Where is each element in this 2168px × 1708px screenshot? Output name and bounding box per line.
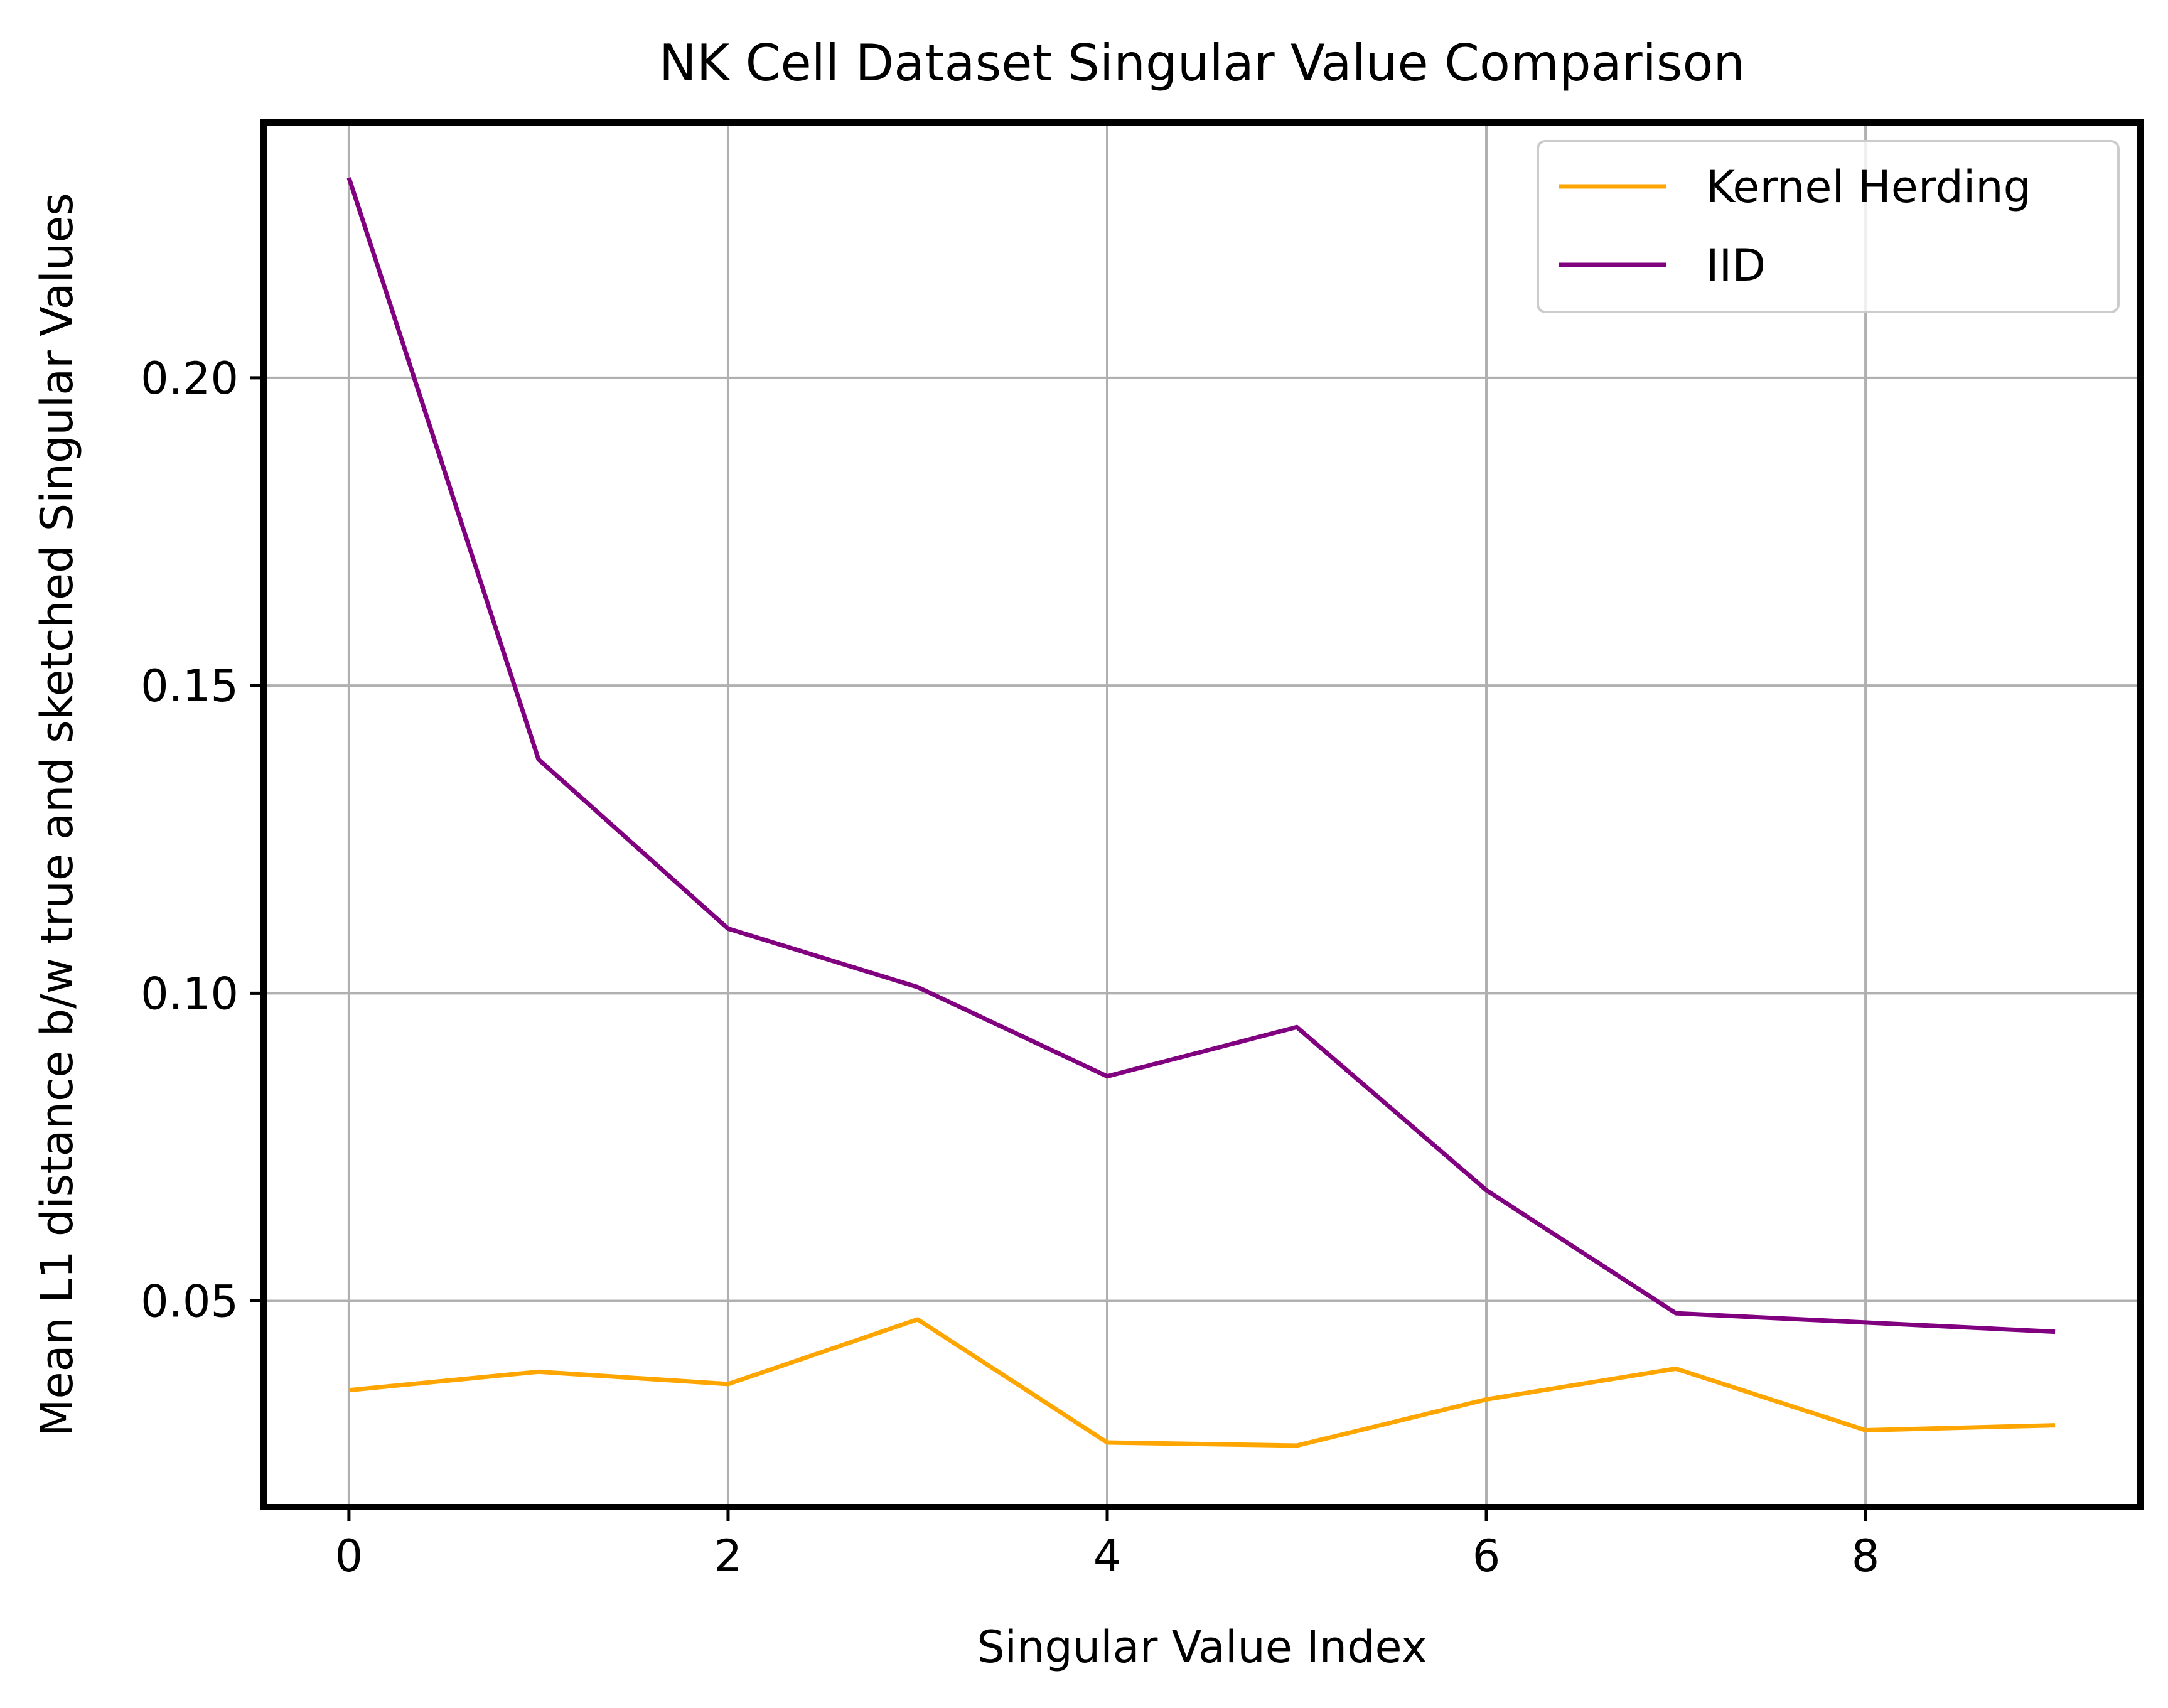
legend: Kernel Herding IID [1538,141,2118,312]
y-axis-label: Mean L1 distance b/w true and sketched S… [31,193,83,1437]
x-tick-label: 8 [1852,1530,1880,1582]
y-tick-label: 0.10 [141,968,239,1019]
y-tick-label: 0.05 [141,1276,239,1328]
x-tick-label: 0 [335,1530,363,1582]
x-tick-label: 4 [1093,1530,1122,1582]
y-tick-label: 0.15 [141,660,239,712]
legend-label-iid: IID [1706,240,1766,291]
x-tick-label: 6 [1473,1530,1501,1582]
x-tick-label: 2 [714,1530,743,1582]
chart-title: NK Cell Dataset Singular Value Compariso… [659,34,1745,92]
y-tick-label: 0.20 [141,353,239,404]
x-axis-label: Singular Value Index [977,1621,1427,1673]
legend-label-kernel-herding: Kernel Herding [1706,161,2031,213]
